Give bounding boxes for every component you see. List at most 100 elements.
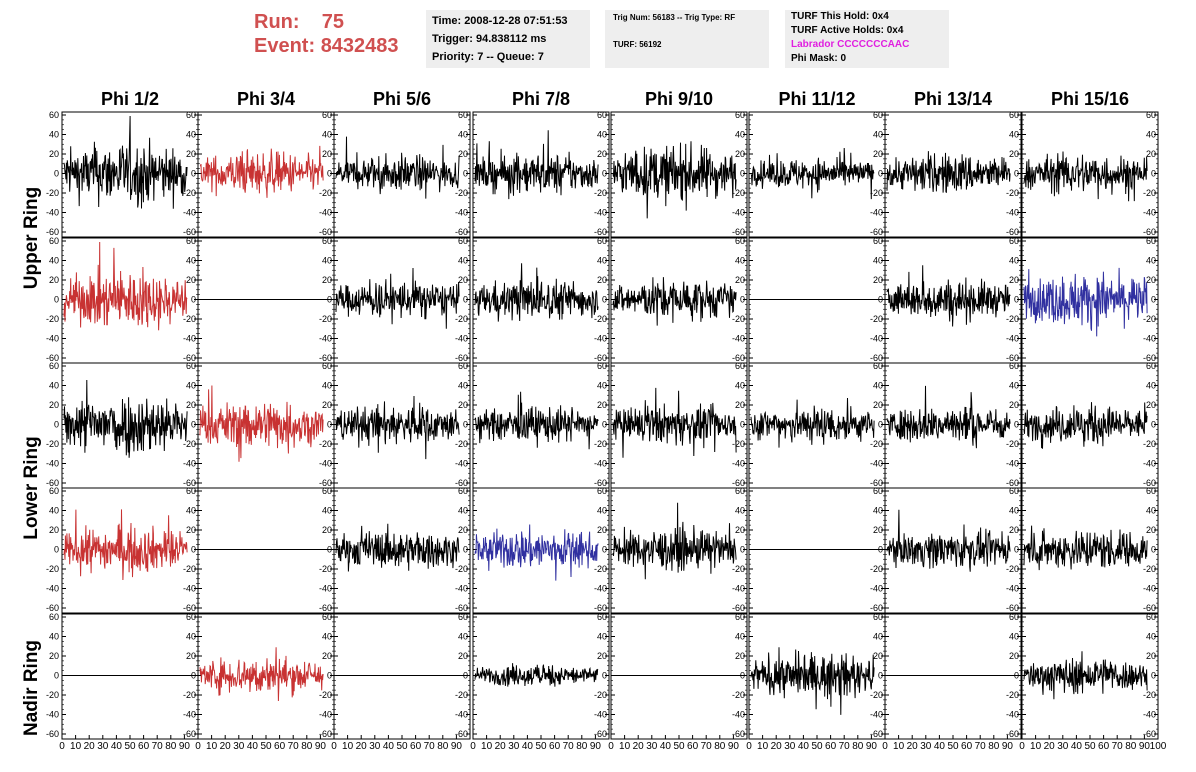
y-tick-label: 40	[1009, 506, 1019, 516]
y-tick-label: -60	[1006, 603, 1019, 613]
x-tick-label: 10	[481, 741, 493, 752]
y-tick-label: 40	[873, 381, 883, 391]
x-tick-label: 80	[165, 741, 177, 752]
x-tick-label: 10	[893, 741, 905, 752]
y-tick-label: 60	[186, 612, 196, 622]
y-tick-label: 20	[597, 651, 607, 661]
y-tick-label: -20	[732, 690, 745, 700]
x-tick-label: 70	[563, 741, 575, 752]
waveform-trace	[474, 524, 599, 581]
y-tick-label: -40	[594, 459, 607, 469]
y-tick-label: -60	[46, 603, 59, 613]
x-tick-label: 90	[728, 741, 740, 752]
y-tick-label: -20	[1006, 690, 1019, 700]
y-tick-label: 40	[1146, 130, 1156, 140]
y-tick-label: 40	[597, 381, 607, 391]
y-tick-label: -60	[594, 353, 607, 363]
labrador-text: Labrador CCCCCCCAAC	[791, 39, 910, 50]
y-tick-label: -60	[319, 227, 332, 237]
panel-frame	[197, 237, 335, 364]
waveform-trace	[1023, 151, 1148, 202]
y-tick-label: -20	[319, 690, 332, 700]
waveform-trace	[335, 395, 460, 460]
panel-frame	[884, 613, 1022, 740]
y-tick-label: -40	[870, 710, 883, 720]
y-tick-label: 60	[597, 110, 607, 120]
x-tick-label: 60	[274, 741, 286, 752]
y-tick-label: -20	[594, 439, 607, 449]
y-tick-label: 60	[1146, 612, 1156, 622]
y-tick-label: 40	[1009, 256, 1019, 266]
y-tick-label: 60	[458, 486, 468, 496]
x-tick-label: 80	[576, 741, 588, 752]
time-text: Time: 2008-12-28 07:51:53	[432, 15, 568, 27]
y-tick-label: 40	[49, 632, 59, 642]
y-tick-label: 60	[458, 361, 468, 371]
x-tick-label: 100	[1150, 741, 1167, 752]
y-tick-label: 40	[186, 256, 196, 266]
x-tick-label: 70	[839, 741, 851, 752]
y-tick-label: 40	[1009, 381, 1019, 391]
y-tick-label: -40	[46, 334, 59, 344]
y-tick-label: 40	[1009, 632, 1019, 642]
y-tick-label: -60	[319, 603, 332, 613]
y-tick-label: 20	[873, 525, 883, 535]
panel-frame	[748, 237, 886, 364]
y-tick-label: -20	[319, 314, 332, 324]
y-tick-label: 60	[322, 236, 332, 246]
y-tick-label: 20	[873, 149, 883, 159]
y-tick-label: 0	[1151, 671, 1156, 681]
x-tick-label: 30	[508, 741, 520, 752]
y-tick-label: 20	[458, 275, 468, 285]
y-tick-label: -40	[1006, 584, 1019, 594]
y-tick-label: 20	[49, 400, 59, 410]
y-tick-label: 60	[1146, 486, 1156, 496]
x-tick-label: 50	[535, 741, 547, 752]
y-tick-label: 60	[49, 110, 59, 120]
y-tick-label: -60	[870, 729, 883, 739]
y-tick-label: 20	[458, 149, 468, 159]
y-tick-label: 20	[1146, 400, 1156, 410]
y-tick-label: 60	[735, 486, 745, 496]
x-tick-label: 20	[1044, 741, 1056, 752]
y-tick-label: 40	[458, 130, 468, 140]
x-tick-label: 0	[470, 741, 476, 752]
y-tick-label: 40	[735, 632, 745, 642]
x-tick-label: 20	[771, 741, 783, 752]
y-tick-label: -60	[46, 729, 59, 739]
x-tick-label: 60	[549, 741, 561, 752]
y-tick-label: -60	[46, 353, 59, 363]
trig-info-box: Trig Num: 56183 -- Trig Type: RF TURF: 5…	[605, 10, 769, 68]
y-tick-label: 60	[873, 236, 883, 246]
y-tick-label: -40	[455, 334, 468, 344]
y-tick-label: -20	[1143, 690, 1156, 700]
y-tick-label: -40	[732, 459, 745, 469]
y-tick-label: 0	[1014, 545, 1019, 555]
priority-text: Priority: 7 -- Queue: 7	[432, 51, 544, 63]
waveform-trace	[474, 663, 599, 687]
x-tick-label: 40	[1071, 741, 1083, 752]
x-tick-label: 70	[701, 741, 713, 752]
y-tick-label: -40	[870, 334, 883, 344]
column-header-4: Phi 7/8	[512, 89, 570, 109]
y-tick-label: 60	[597, 612, 607, 622]
x-tick-label: 10	[619, 741, 631, 752]
turf-active-holds-text: TURF Active Holds: 0x4	[791, 25, 904, 36]
x-tick-label: 80	[852, 741, 864, 752]
x-tick-label: 50	[1084, 741, 1096, 752]
y-tick-label: -60	[183, 729, 196, 739]
x-tick-label: 70	[424, 741, 436, 752]
x-tick-label: 90	[866, 741, 878, 752]
y-tick-label: 20	[186, 525, 196, 535]
y-tick-label: -40	[1143, 334, 1156, 344]
y-tick-label: -40	[319, 584, 332, 594]
y-tick-label: 20	[735, 651, 745, 661]
x-tick-label: 40	[111, 741, 123, 752]
y-tick-label: -20	[46, 314, 59, 324]
panel-frame	[884, 237, 1022, 364]
y-tick-label: 0	[740, 420, 745, 430]
y-tick-label: 20	[1146, 275, 1156, 285]
waveform-trace	[886, 509, 1011, 572]
y-tick-label: -40	[870, 459, 883, 469]
x-tick-label: 30	[784, 741, 796, 752]
